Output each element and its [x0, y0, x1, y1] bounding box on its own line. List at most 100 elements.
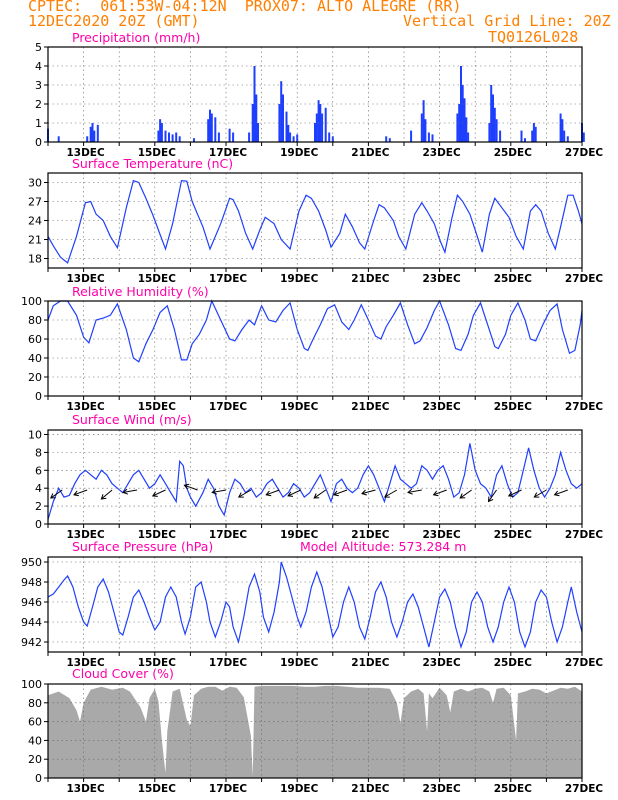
wind-arrow-head — [332, 490, 339, 497]
wind-arrow-shaft — [333, 489, 348, 496]
precip-bar — [164, 130, 167, 142]
precip-bar — [534, 126, 537, 142]
x-tick-label: 27DEC — [565, 783, 604, 795]
precip-bar — [168, 132, 170, 142]
wind-arrow-shaft — [50, 489, 63, 499]
precip-bar — [493, 107, 496, 142]
precip-bar — [93, 130, 96, 142]
precip-bar — [499, 130, 502, 142]
x-tick-label: 15DEC — [138, 273, 177, 285]
panel-2: 18 21 24 27 30 13DEC 15DEC 17DEC 19DEC 21DEC 23DEC… — [28, 156, 603, 285]
precip-bar — [324, 107, 327, 142]
x-tick-label: 27DEC — [565, 273, 604, 285]
x-tick-label: 17DEC — [209, 273, 248, 285]
precip-bar — [532, 123, 535, 142]
precip-bar — [287, 124, 290, 142]
x-tick-label: 13DEC — [66, 147, 105, 159]
precip-bar — [285, 111, 288, 142]
precip-bar — [159, 119, 162, 142]
y-tick-label: 950 — [21, 556, 42, 569]
precip-bar — [160, 123, 163, 142]
panel-title: Relative Humidity (%) — [72, 284, 209, 299]
x-tick-label: 21DEC — [351, 657, 390, 669]
panel-title: Cloud Cover (%) — [72, 666, 174, 681]
x-tick-label: 17DEC — [209, 147, 248, 159]
wind-arrow-shaft — [433, 489, 447, 496]
x-tick-label: 15DEC — [138, 529, 177, 541]
wind-arrow-head — [265, 490, 272, 497]
precip-bar — [465, 117, 468, 142]
wind-arrow-shaft — [534, 489, 547, 498]
precip-bar — [467, 132, 470, 142]
precip-bar — [410, 130, 413, 142]
wind-arrow-shaft — [508, 489, 522, 497]
y-tick-label: 0 — [35, 518, 42, 531]
panel-4: 0 2 4 6 8 10 13DEC 15DEC 17DEC 19DEC 21DEC 23DEC 25D… — [28, 412, 603, 541]
header-model-id: TQ0126L028 — [488, 28, 579, 46]
wind-arrow-head — [487, 496, 494, 503]
panel-subtitle: Model Altitude: 573.284 m — [300, 539, 466, 554]
x-tick-label: 21DEC — [351, 273, 390, 285]
x-tick-label: 19DEC — [280, 783, 319, 795]
y-tick-label: 60 — [28, 333, 42, 346]
wind-arrow-head — [432, 490, 439, 497]
wind-arrow-shaft — [101, 489, 113, 500]
wind-arrow-head — [407, 488, 413, 495]
precip-bar — [253, 66, 256, 142]
y-tick-label: 4 — [35, 482, 42, 495]
x-tick-label: 25DEC — [494, 529, 533, 541]
cloud-area — [48, 685, 582, 778]
wind-arrow-shaft — [152, 489, 166, 497]
wind-arrow-shaft — [287, 489, 301, 497]
precip-bar — [495, 119, 498, 142]
x-tick-label: 27DEC — [565, 401, 604, 413]
precip-bar — [520, 130, 523, 142]
precip-bar — [492, 94, 494, 142]
x-tick-label: 23DEC — [422, 147, 461, 159]
precip-bar — [96, 124, 99, 142]
panel-title: Surface Temperature (nC) — [72, 156, 233, 171]
precip-bar — [531, 130, 534, 142]
panel-title: Precipitation (mm/h) — [72, 30, 200, 45]
y-tick-label: 20 — [28, 371, 42, 384]
y-tick-label: 24 — [28, 215, 42, 228]
x-tick-label: 19DEC — [280, 529, 319, 541]
precip-bar — [319, 104, 322, 142]
wind-arrow-shaft — [238, 489, 252, 498]
precip-bar — [282, 94, 284, 142]
precip-bar — [427, 132, 430, 142]
y-tick-label: 21 — [28, 234, 42, 247]
y-tick-label: 0 — [35, 136, 42, 149]
x-tick-label: 25DEC — [494, 401, 533, 413]
y-tick-label: 0 — [35, 390, 42, 403]
y-tick-label: 18 — [28, 253, 42, 266]
x-tick-label: 23DEC — [422, 273, 461, 285]
panel-1: 0 1 2 3 4 5 13DEC 15DEC 17DEC 19DEC 21DEC 23DEC 25DE… — [35, 30, 603, 159]
x-tick-label: 13DEC — [66, 783, 105, 795]
precip-bar — [524, 138, 526, 142]
precip-bar — [278, 104, 281, 142]
wind-arrow-shaft — [407, 489, 422, 493]
precip-bar — [314, 123, 316, 142]
header-line1: CPTEC: 061:53W-04:12N PROX07: ALTO ALEGR… — [28, 0, 462, 15]
precip-bar — [214, 117, 217, 142]
wind-arrow-shaft — [123, 489, 138, 493]
precip-bar — [422, 100, 425, 142]
x-tick-label: 21DEC — [351, 401, 390, 413]
precip-bar — [255, 94, 258, 142]
precip-bar — [460, 66, 462, 142]
precip-bar — [559, 113, 562, 142]
precip-bar — [157, 130, 160, 142]
x-tick-label: 23DEC — [422, 529, 461, 541]
precip-bar — [458, 104, 461, 142]
x-tick-label: 25DEC — [494, 783, 533, 795]
x-tick-label: 13DEC — [66, 529, 105, 541]
panel-title: Surface Pressure (hPa) — [72, 539, 213, 554]
wind-arrow-shaft — [554, 489, 568, 496]
wind-arrow-head — [507, 491, 514, 497]
wind-arrow-head — [122, 488, 129, 495]
wind-arrow-head — [361, 489, 367, 496]
precip-bar — [257, 123, 259, 142]
precip-bar — [328, 132, 331, 142]
wind-arrow-head — [151, 491, 158, 497]
